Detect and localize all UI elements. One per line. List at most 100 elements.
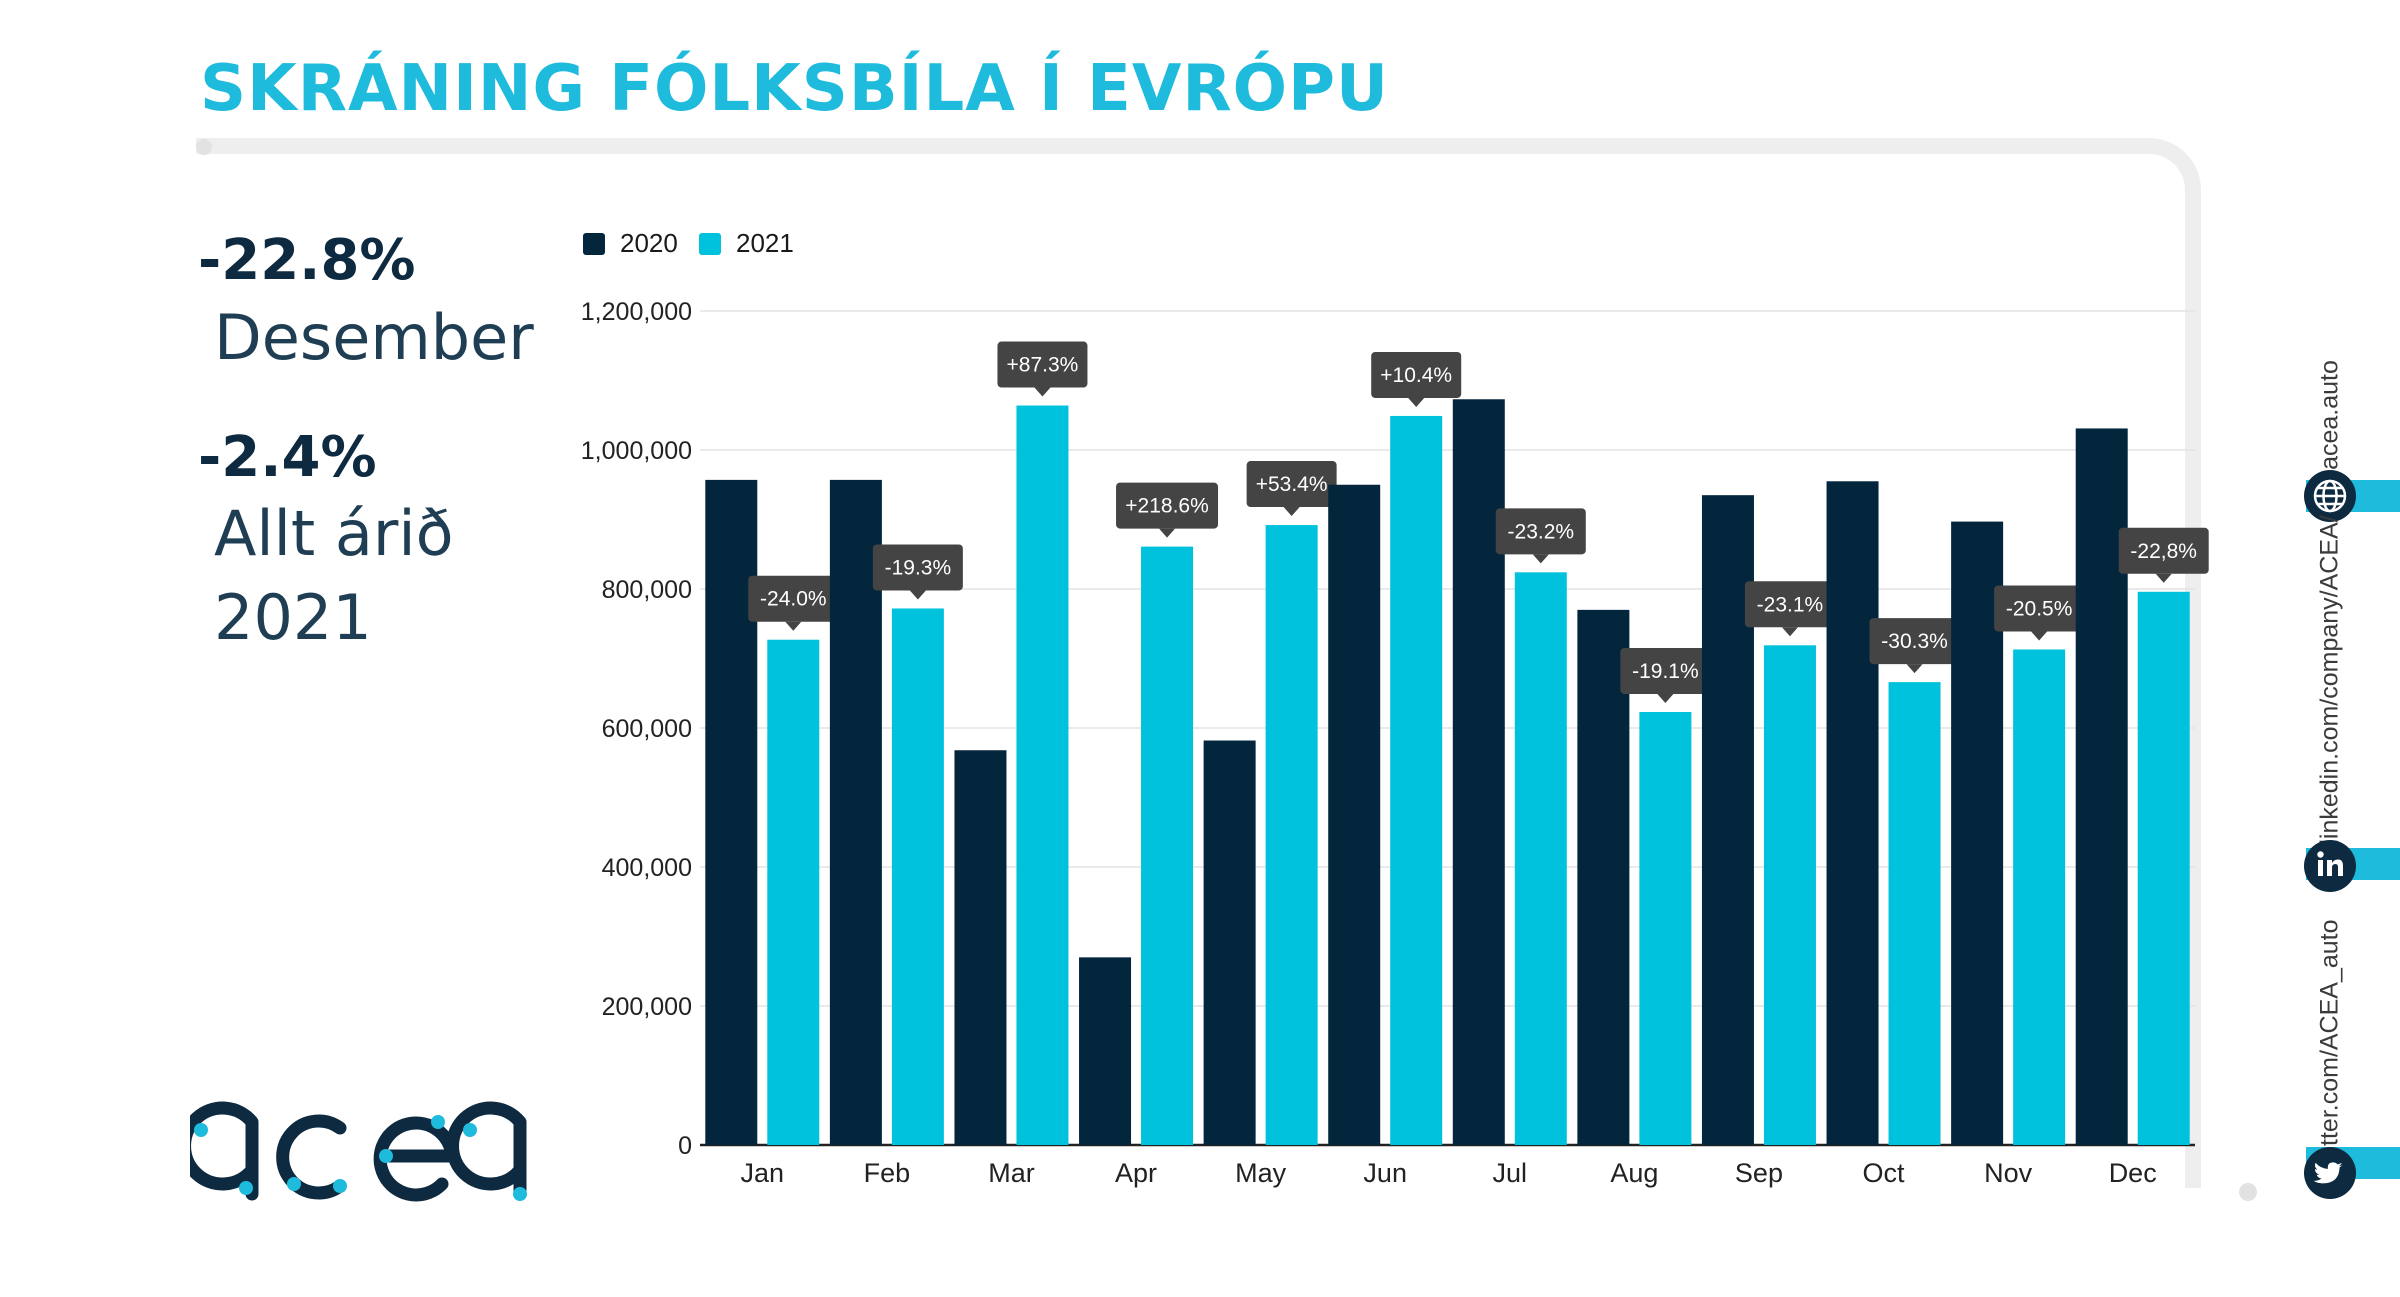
x-tick-label: Nov xyxy=(1984,1158,2033,1188)
month-label: Desember xyxy=(214,301,534,374)
bar-2020-mar xyxy=(954,750,1007,1145)
linkedin-text[interactable]: linkedin.com/company/ACEA/ xyxy=(2315,515,2344,845)
bar-2021-nov xyxy=(2013,649,2066,1145)
bar-2021-dec xyxy=(2137,591,2190,1145)
change-label-jan: -24.0% xyxy=(748,575,839,631)
change-label-box xyxy=(2118,527,2209,574)
website-text[interactable]: acea.auto xyxy=(2315,360,2344,470)
acea-logo xyxy=(190,1101,527,1202)
change-label-pointer xyxy=(1781,627,1798,637)
change-label-pointer xyxy=(2031,631,2048,641)
change-label-box xyxy=(1744,581,1835,628)
change-label-text: -23.2% xyxy=(1508,520,1575,543)
change-label-dec: -22,8% xyxy=(2118,527,2209,583)
bar-2020-aug xyxy=(1577,609,1630,1145)
y-tick-label: 200,000 xyxy=(602,993,692,1021)
frame-end-dot xyxy=(2239,1183,2257,1201)
bar-2020-feb xyxy=(829,479,882,1145)
change-label-may: +53.4% xyxy=(1246,461,1337,517)
change-label-text: +218.6% xyxy=(1125,495,1209,518)
bar-2021-jul xyxy=(1514,572,1567,1145)
y-tick-label: 1,000,000 xyxy=(581,437,692,465)
change-label-jun: +10.4% xyxy=(1371,351,1462,407)
change-label-sep: -23.1% xyxy=(1744,581,1835,637)
change-label-box xyxy=(1869,618,1960,665)
bar-2021-jun xyxy=(1390,415,1443,1145)
change-label-apr: +218.6% xyxy=(1116,482,1219,538)
bar-2020-oct xyxy=(1826,481,1879,1145)
twitter-icon[interactable] xyxy=(2304,1147,2356,1199)
bar-2021-feb xyxy=(891,608,944,1145)
change-label-pointer xyxy=(1657,694,1674,704)
legend-swatch-2020 xyxy=(583,233,605,255)
bar-2021-mar xyxy=(1016,405,1069,1145)
change-label-pointer xyxy=(785,621,802,631)
change-label-jul: -23.2% xyxy=(1495,508,1586,564)
change-label-pointer xyxy=(909,590,926,600)
year-change-value: -2.4% xyxy=(198,425,377,490)
y-tick-label: 600,000 xyxy=(602,715,692,743)
change-label-box xyxy=(1116,482,1219,529)
y-tick-label: 800,000 xyxy=(602,576,692,604)
change-label-box xyxy=(872,544,963,591)
bar-2021-may xyxy=(1265,525,1318,1145)
change-label-box xyxy=(1994,585,2085,632)
change-label-text: -24.0% xyxy=(760,588,827,611)
change-label-pointer xyxy=(2155,573,2172,583)
change-label-text: +10.4% xyxy=(1380,364,1452,387)
x-tick-label: Jan xyxy=(741,1158,785,1188)
month-change-value: -22.8% xyxy=(198,228,416,293)
bar-2020-jun xyxy=(1328,484,1381,1145)
x-tick-label: Apr xyxy=(1115,1158,1157,1188)
x-tick-label: May xyxy=(1235,1158,1287,1188)
change-label-pointer xyxy=(1906,664,1923,674)
x-tick-label: Dec xyxy=(2109,1158,2157,1188)
change-label-text: -22,8% xyxy=(2130,540,2197,563)
change-label-box xyxy=(997,341,1088,388)
bar-2021-aug xyxy=(1639,712,1692,1145)
y-tick-label: 400,000 xyxy=(602,854,692,882)
change-label-pointer xyxy=(1408,397,1425,407)
x-tick-label: Oct xyxy=(1863,1158,1906,1188)
change-label-aug: -19.1% xyxy=(1620,648,1711,704)
y-tick-label: 0 xyxy=(678,1132,692,1160)
x-tick-label: Aug xyxy=(1610,1158,1658,1188)
x-tick-label: Sep xyxy=(1735,1158,1783,1188)
x-tick-label: Mar xyxy=(988,1158,1035,1188)
bar-2020-may xyxy=(1203,740,1256,1145)
change-label-pointer xyxy=(1283,507,1300,517)
change-label-pointer xyxy=(1034,387,1051,397)
page-title: SKRÁNING FÓLKSBÍLA Í EVRÓPU xyxy=(200,52,1389,126)
change-label-box xyxy=(748,575,839,622)
legend-label-2020: 2020 xyxy=(620,228,678,258)
change-label-text: -20.5% xyxy=(2006,597,2073,620)
bar-2021-oct xyxy=(1888,682,1941,1145)
change-label-text: -23.1% xyxy=(1757,593,1824,616)
change-label-nov: -20.5% xyxy=(1994,585,2085,641)
bar-2020-apr xyxy=(1079,957,1132,1145)
bar-2021-jan xyxy=(767,639,820,1145)
legend-swatch-2021 xyxy=(699,233,721,255)
change-label-feb: -19.3% xyxy=(872,544,963,600)
x-tick-label: Feb xyxy=(864,1158,911,1188)
globe-icon[interactable] xyxy=(2304,470,2356,522)
change-label-text: +87.3% xyxy=(1007,354,1079,377)
linkedin-icon[interactable] xyxy=(2304,840,2356,892)
change-label-pointer xyxy=(1159,528,1176,538)
bar-2021-sep xyxy=(1763,645,1816,1145)
change-label-box xyxy=(1246,461,1337,508)
x-tick-label: Jun xyxy=(1363,1158,1407,1188)
change-label-oct: -30.3% xyxy=(1869,618,1960,674)
change-label-text: -30.3% xyxy=(1881,630,1948,653)
year-label-line2: 2021 xyxy=(214,581,372,654)
year-label-line1: Allt árið xyxy=(214,497,454,570)
change-label-box xyxy=(1620,648,1711,695)
change-label-text: -19.1% xyxy=(1632,660,1699,683)
change-label-text: -19.3% xyxy=(885,556,952,579)
x-tick-label: Jul xyxy=(1493,1158,1528,1188)
bar-2021-apr xyxy=(1141,546,1194,1145)
y-tick-label: 1,200,000 xyxy=(581,298,692,326)
change-label-mar: +87.3% xyxy=(997,341,1088,397)
twitter-text[interactable]: twitter.com/ACEA_auto xyxy=(2315,919,2344,1177)
